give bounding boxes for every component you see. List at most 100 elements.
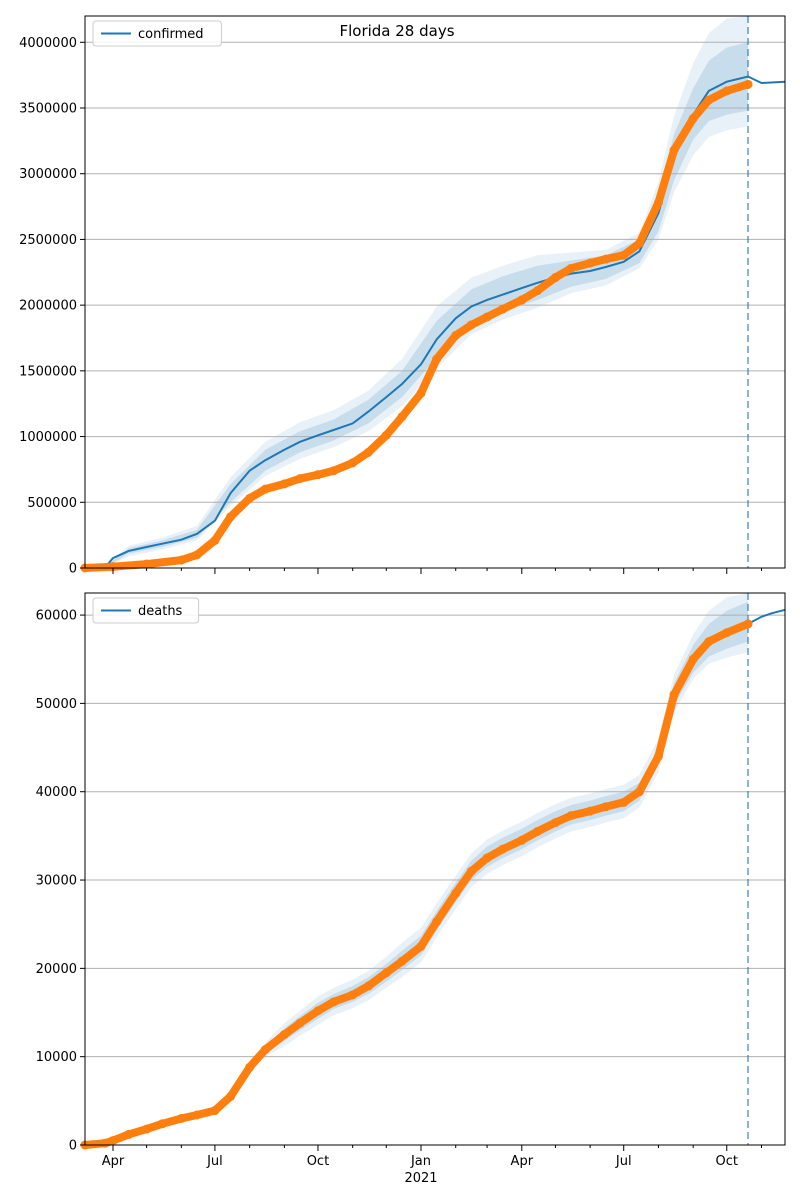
y-tick-label: 1000000 bbox=[19, 430, 77, 445]
y-tick-label: 2000000 bbox=[19, 299, 77, 314]
observed-point bbox=[688, 654, 698, 664]
observed-point bbox=[226, 1091, 236, 1101]
observed-point bbox=[550, 273, 560, 283]
observed-point bbox=[260, 484, 270, 494]
observed-point bbox=[432, 917, 442, 927]
observed-point bbox=[669, 145, 679, 155]
deaths-axes: 0 10000 20000 30000 40000 50000 60000 Apr Jul Oct… bbox=[36, 592, 786, 1186]
y-tick-label: 4000000 bbox=[19, 36, 77, 51]
y-tick-label: 30000 bbox=[36, 874, 77, 889]
axes-frame bbox=[84, 15, 786, 569]
observed-point bbox=[363, 447, 373, 457]
observed-point bbox=[585, 806, 595, 816]
observed-point bbox=[348, 990, 358, 1000]
observed-point bbox=[313, 470, 323, 480]
observed-point bbox=[743, 79, 753, 89]
observed-point bbox=[245, 493, 255, 503]
observed-point bbox=[704, 637, 714, 647]
observed-point bbox=[498, 304, 508, 314]
observed-point bbox=[451, 888, 461, 898]
observed-point bbox=[329, 466, 339, 476]
observed-point bbox=[722, 628, 732, 638]
y-tick-label: 0 bbox=[69, 562, 77, 577]
observed-point bbox=[142, 1124, 152, 1134]
observed-point bbox=[210, 1106, 220, 1116]
observed-point bbox=[397, 412, 407, 422]
observed-markers bbox=[80, 619, 753, 1150]
x-tick-label: Jul bbox=[615, 1154, 632, 1169]
observed-point bbox=[585, 258, 595, 268]
observed-point bbox=[532, 826, 542, 836]
x-tick-label: Jul bbox=[206, 1154, 223, 1169]
observed-point bbox=[329, 997, 339, 1007]
legend-box bbox=[92, 20, 222, 47]
observed-point bbox=[601, 802, 611, 812]
observed-point bbox=[100, 1138, 110, 1148]
observed-point bbox=[210, 535, 220, 545]
confirmed-axes: 0 500000 1000000 1500000 2000000 2500000 30000… bbox=[19, 15, 786, 577]
y-tick-label: 500000 bbox=[27, 496, 77, 511]
observed-point bbox=[619, 250, 629, 260]
observed-point bbox=[743, 619, 753, 629]
observed-point bbox=[566, 811, 576, 821]
observed-point bbox=[260, 1045, 270, 1055]
legend-label: deaths bbox=[138, 604, 183, 619]
y-tick-label: 10000 bbox=[36, 1050, 77, 1065]
observed-point bbox=[416, 388, 426, 398]
observed-point bbox=[108, 562, 118, 572]
observed-point bbox=[176, 555, 186, 565]
model-line-deaths bbox=[747, 608, 786, 625]
y-tick-label: 50000 bbox=[36, 697, 77, 712]
observed-point bbox=[619, 797, 629, 807]
observed-point bbox=[466, 866, 476, 876]
observed-point bbox=[634, 787, 644, 797]
observed-point bbox=[279, 479, 289, 489]
chart-title: Florida 28 days bbox=[339, 22, 454, 40]
observed-point bbox=[482, 853, 492, 863]
observed-point bbox=[245, 1062, 255, 1072]
observed-point bbox=[601, 254, 611, 264]
y-tick-label: 3500000 bbox=[19, 102, 77, 117]
observed-point bbox=[466, 320, 476, 330]
y-tick-label: 3000000 bbox=[19, 167, 77, 182]
observed-trace bbox=[81, 619, 752, 1149]
observed-point bbox=[192, 550, 202, 560]
y-tick-label: 60000 bbox=[36, 609, 77, 624]
observed-point bbox=[108, 1136, 118, 1146]
observed-point bbox=[634, 238, 644, 248]
observed-point bbox=[722, 86, 732, 96]
deaths-series bbox=[80, 593, 786, 1150]
observed-point bbox=[363, 981, 373, 991]
confirmed-series bbox=[80, 16, 786, 573]
observed-point bbox=[397, 956, 407, 966]
observed-point bbox=[688, 114, 698, 124]
x-tick-year-label: 2021 bbox=[404, 1171, 437, 1186]
observed-point bbox=[669, 690, 679, 700]
observed-point bbox=[482, 312, 492, 322]
observed-point bbox=[517, 295, 527, 305]
y-tick-label: 40000 bbox=[36, 785, 77, 800]
x-tick-label: Jan bbox=[410, 1154, 431, 1169]
y-tick-label: 0 bbox=[69, 1139, 77, 1154]
observed-point bbox=[451, 330, 461, 340]
observed-point bbox=[532, 286, 542, 296]
observed-point bbox=[498, 844, 508, 854]
legend-box bbox=[92, 597, 200, 624]
observed-point bbox=[432, 354, 442, 364]
observed-point bbox=[226, 512, 236, 522]
observed-point bbox=[381, 430, 391, 440]
x-tick-label: Oct bbox=[307, 1154, 329, 1169]
model-line-confirmed bbox=[85, 75, 786, 569]
deaths-legend: deaths bbox=[92, 597, 200, 624]
observed-point bbox=[279, 1030, 289, 1040]
confirmed-panel: 0 500000 1000000 1500000 2000000 2500000 30000… bbox=[19, 15, 786, 577]
observed-point bbox=[142, 559, 152, 569]
x-tick-label: Oct bbox=[716, 1154, 738, 1169]
axes-frame bbox=[84, 592, 786, 1146]
observed-point bbox=[550, 818, 560, 828]
observed-point bbox=[653, 751, 663, 761]
observed-point bbox=[517, 835, 527, 845]
observed-point bbox=[295, 1018, 305, 1028]
confirmed-legend: confirmed bbox=[92, 20, 222, 47]
